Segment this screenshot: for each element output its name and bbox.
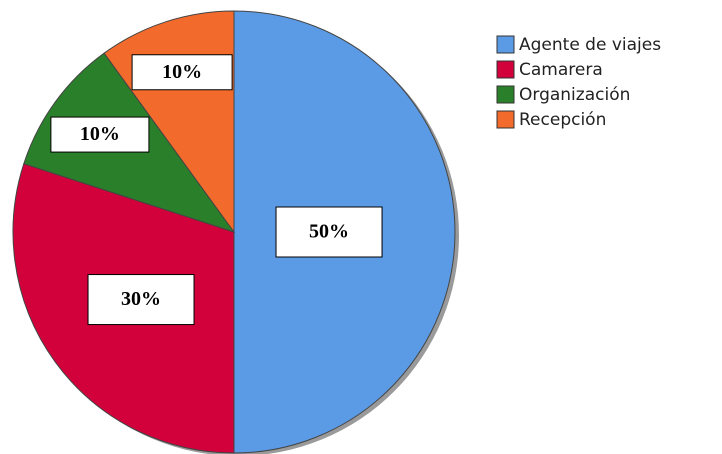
label-box [50, 116, 150, 153]
label-box [275, 206, 383, 258]
data-label: 30% [121, 288, 161, 310]
data-label: 50% [309, 221, 349, 243]
legend-swatch [496, 60, 515, 79]
label-box [87, 274, 195, 326]
legend-label: Organización [519, 85, 630, 105]
legend-label: Agente de viajes [519, 35, 661, 55]
legend-label: Camarera [519, 60, 603, 80]
legend-label: Recepción [519, 110, 606, 130]
data-label: 10% [80, 123, 120, 145]
legend-swatch [496, 35, 515, 54]
legend-swatch [496, 110, 515, 129]
label-box [131, 54, 233, 91]
data-label: 10% [162, 61, 202, 83]
legend-swatch [496, 85, 515, 104]
